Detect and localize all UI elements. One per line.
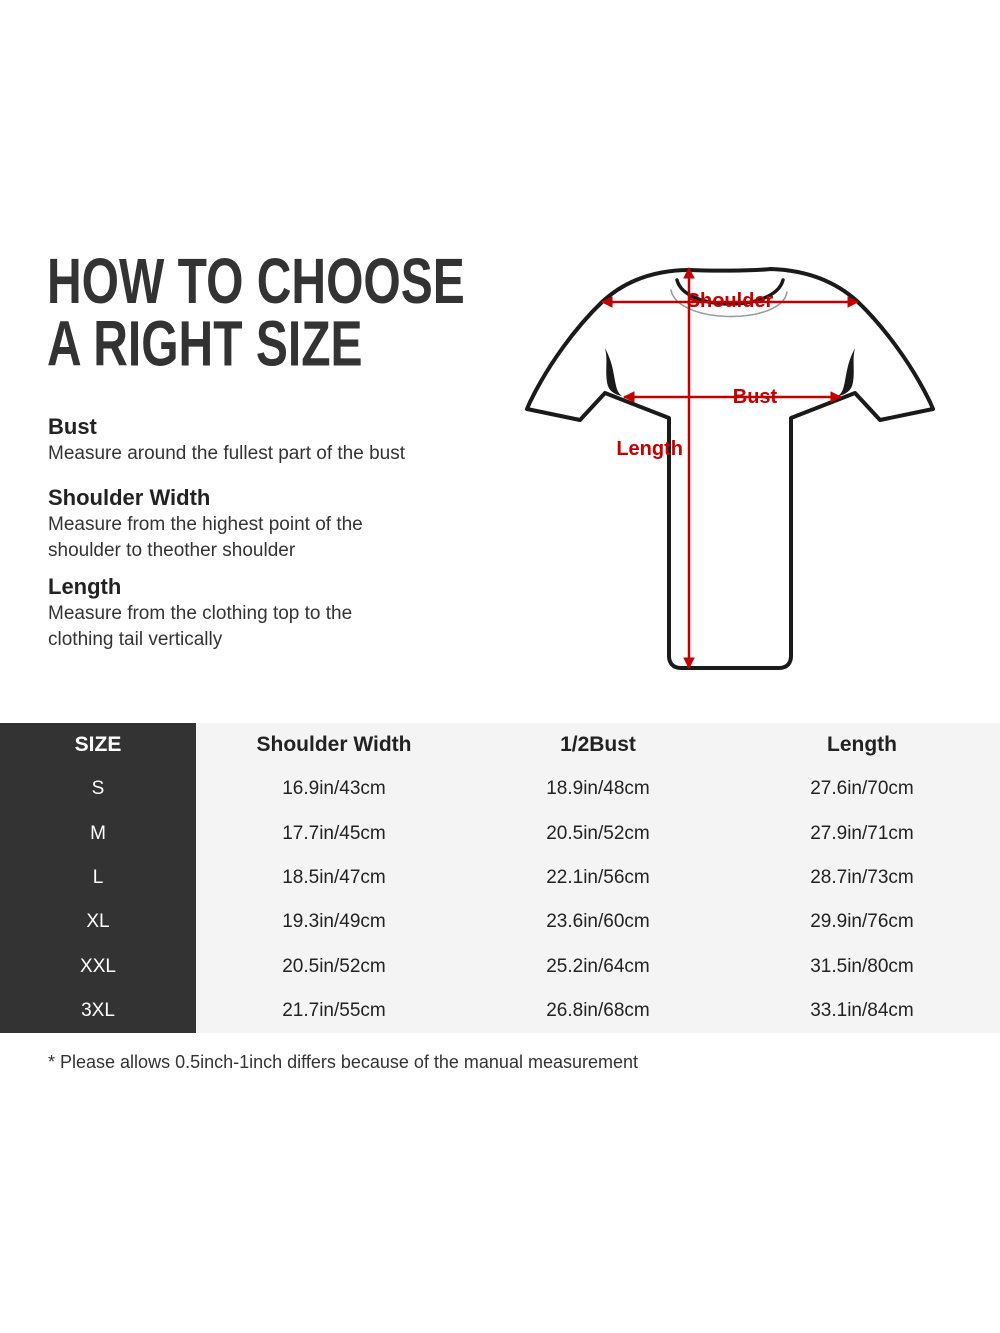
- svg-text:Shoulder: Shoulder: [687, 290, 774, 312]
- svg-text:Length: Length: [616, 438, 683, 460]
- svg-text:Bust: Bust: [733, 386, 778, 408]
